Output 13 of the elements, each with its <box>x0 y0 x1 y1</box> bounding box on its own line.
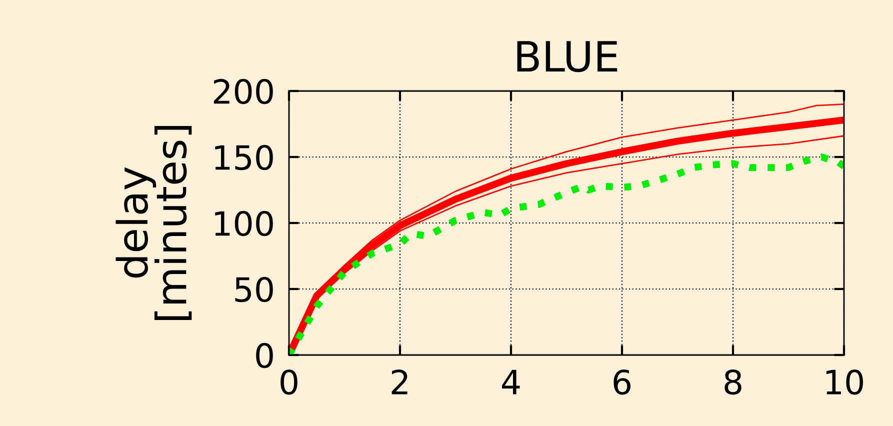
y-tick-label: 50 <box>235 276 273 302</box>
y-tick-label: 150 <box>215 144 273 170</box>
y-tick-label: 0 <box>256 342 273 368</box>
y-axis-title: delay [minutes] <box>116 126 192 320</box>
x-tick-label: 8 <box>724 369 742 395</box>
x-tick-label: 6 <box>614 369 631 395</box>
x-tick-label: 2 <box>392 369 408 394</box>
chart-title: BLUE <box>517 41 618 72</box>
x-tick-label: 0 <box>280 369 298 395</box>
y-tick-label: 200 <box>214 78 273 104</box>
x-tick-label: 4 <box>502 370 520 394</box>
x-tick-label: 10 <box>826 369 863 395</box>
y-tick-label: 100 <box>215 210 273 236</box>
